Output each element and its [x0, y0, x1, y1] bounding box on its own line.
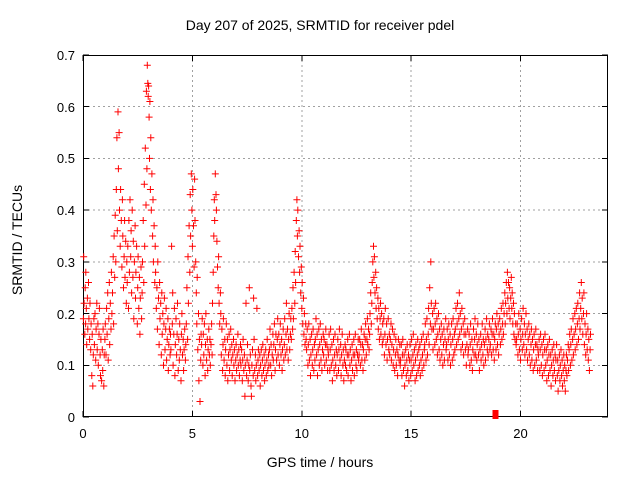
x-tick-label: 0	[79, 426, 87, 441]
y-tick-label: 0.3	[56, 254, 75, 270]
data-points	[79, 61, 594, 419]
x-axis-label: GPS time / hours	[266, 454, 374, 470]
y-tick-label: 0.1	[56, 358, 75, 374]
border-rect	[83, 55, 608, 417]
x-tick-label: 10	[294, 426, 309, 441]
y-tick-label: 0.4	[56, 203, 75, 219]
y-tick-label: 0.5	[56, 151, 75, 167]
x-tick-label: 20	[513, 426, 528, 441]
plus-markers	[79, 61, 594, 405]
y-tick-label: 0	[67, 410, 75, 425]
x-tick-label: 15	[403, 426, 419, 441]
x-tick-label: 5	[188, 426, 196, 441]
plot-border	[83, 55, 608, 417]
chart-title: Day 207 of 2025, SRMTID for receiver pde…	[185, 17, 455, 33]
square-marker	[492, 409, 499, 419]
y-tick-label: 0.2	[56, 306, 75, 322]
y-tick-label: 0.7	[56, 48, 75, 63]
y-tick-label: 0.6	[56, 99, 75, 115]
